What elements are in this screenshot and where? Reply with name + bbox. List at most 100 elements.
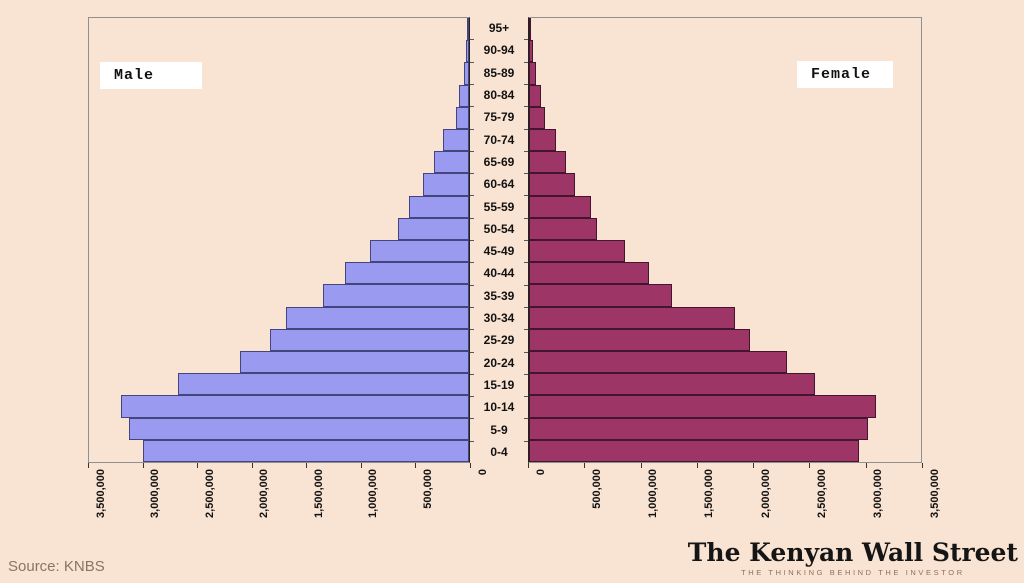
male-bar-0-4 [143, 439, 469, 462]
female-category-notch [524, 396, 528, 397]
age-label-10-14: 10-14 [483, 400, 515, 415]
age-label-20-24: 20-24 [483, 355, 515, 370]
male-series-label: Male [114, 67, 155, 84]
male-tick-1,500,000 [306, 463, 307, 468]
male-row-25-29 [89, 328, 469, 351]
male-series-label-box: Male [100, 62, 202, 89]
female-row-20-24 [529, 351, 921, 374]
male-bar-90-94 [466, 40, 469, 63]
female-bar-60-64 [529, 173, 576, 196]
female-category-notch [524, 195, 528, 196]
female-bar-40-44 [529, 262, 649, 285]
female-bar-65-69 [529, 151, 566, 174]
male-bar-20-24 [240, 351, 469, 374]
male-row-5-9 [89, 417, 469, 440]
female-category-notch [524, 418, 528, 419]
male-row-0-4 [89, 439, 469, 462]
male-bar-30-34 [285, 306, 469, 329]
male-tick-500,000 [415, 463, 416, 468]
male-tick-label-1,000,000: 1,000,000 [367, 469, 379, 518]
male-bar-95+ [467, 18, 469, 41]
male-row-20-24 [89, 351, 469, 374]
female-tick-label-2,500,000: 2,500,000 [816, 469, 828, 518]
male-category-notch [470, 262, 474, 263]
male-chart-plot-area [88, 17, 470, 463]
female-category-notch [524, 218, 528, 219]
female-bar-10-14 [529, 395, 877, 418]
female-category-notch [524, 84, 528, 85]
female-row-45-49 [529, 240, 921, 263]
age-label-80-84: 80-84 [483, 88, 515, 103]
male-row-40-44 [89, 262, 469, 285]
male-row-70-74 [89, 129, 469, 152]
female-bar-15-19 [529, 373, 816, 396]
female-row-25-29 [529, 328, 921, 351]
male-row-60-64 [89, 173, 469, 196]
male-category-notch [470, 173, 474, 174]
female-bar-70-74 [529, 129, 557, 152]
male-category-notch [470, 39, 474, 40]
publisher-logo-title: The Kenyan Wall Street [687, 538, 1018, 567]
female-bar-50-54 [529, 217, 598, 240]
male-bar-80-84 [459, 84, 469, 107]
female-bar-90-94 [529, 40, 533, 63]
female-category-notch [524, 39, 528, 40]
male-category-notch [470, 62, 474, 63]
male-tick-label-3,000,000: 3,000,000 [149, 469, 161, 518]
male-bar-60-64 [422, 173, 469, 196]
male-category-notch [470, 307, 474, 308]
male-row-10-14 [89, 395, 469, 418]
female-series-label: Female [811, 66, 872, 83]
female-category-notch [524, 307, 528, 308]
male-tick-1,000,000 [361, 463, 362, 468]
male-category-notch [470, 374, 474, 375]
age-label-30-34: 30-34 [483, 311, 515, 326]
female-bar-20-24 [529, 351, 787, 374]
female-bar-30-34 [529, 306, 736, 329]
male-row-85-89 [89, 62, 469, 85]
female-bar-0-4 [529, 439, 859, 462]
female-category-notch [524, 262, 528, 263]
age-label-35-39: 35-39 [483, 288, 515, 303]
male-row-90-94 [89, 40, 469, 63]
female-tick-3,000,000 [866, 463, 867, 468]
male-row-55-59 [89, 195, 469, 218]
publisher-logo-tagline: THE THINKING BEHIND THE INVESTOR [741, 568, 965, 577]
female-row-85-89 [529, 62, 921, 85]
female-tick-1,500,000 [697, 463, 698, 468]
female-tick-label-1,500,000: 1,500,000 [703, 469, 715, 518]
female-category-notch [524, 240, 528, 241]
female-tick-1,000,000 [641, 463, 642, 468]
male-category-notch [470, 352, 474, 353]
male-tick-2,500,000 [197, 463, 198, 468]
female-tick-500,000 [584, 463, 585, 468]
male-bar-40-44 [345, 262, 469, 285]
male-bar-45-49 [370, 240, 469, 263]
female-row-65-69 [529, 151, 921, 174]
female-category-notch [524, 151, 528, 152]
male-row-35-39 [89, 284, 469, 307]
female-tick-3,500,000 [922, 463, 923, 468]
male-category-notch [470, 218, 474, 219]
female-tick-0 [528, 463, 529, 468]
male-tick-label-500,000: 500,000 [422, 469, 434, 509]
male-category-notch [470, 285, 474, 286]
female-row-10-14 [529, 395, 921, 418]
male-category-notch [470, 106, 474, 107]
male-bar-10-14 [121, 395, 469, 418]
male-tick-0 [470, 463, 471, 468]
male-category-notch [470, 195, 474, 196]
male-category-notch [470, 240, 474, 241]
male-row-15-19 [89, 373, 469, 396]
female-row-30-34 [529, 306, 921, 329]
age-label-45-49: 45-49 [483, 244, 515, 259]
female-bar-95+ [529, 18, 532, 41]
male-row-80-84 [89, 84, 469, 107]
age-label-70-74: 70-74 [483, 132, 515, 147]
age-group-axis: 95+ 90-94 85-89 80-84 75-79 70-74 65-69 60-64 55… [470, 17, 528, 463]
female-row-95+ [529, 18, 921, 41]
female-row-15-19 [529, 373, 921, 396]
male-category-notch [470, 129, 474, 130]
female-row-70-74 [529, 129, 921, 152]
